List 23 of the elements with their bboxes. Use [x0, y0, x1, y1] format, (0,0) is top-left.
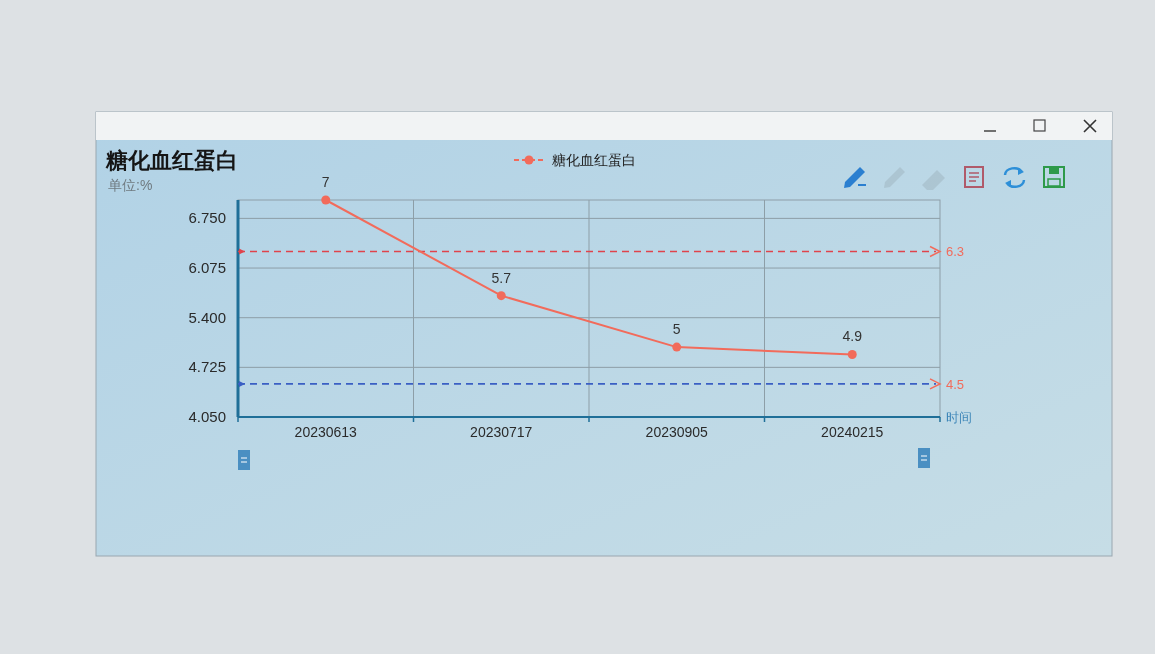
legend-label: 糖化血红蛋白	[552, 152, 636, 168]
y-tick-label: 5.400	[188, 308, 226, 326]
x-tick-label: 20230613	[294, 424, 358, 440]
data-label: 5	[672, 321, 681, 338]
data-label: 7	[321, 174, 330, 190]
y-tick-label: 6.750	[188, 209, 226, 227]
chart-subtitle: 单位:%	[108, 177, 153, 193]
ref-line-label: 6.3	[946, 244, 965, 260]
point	[496, 291, 506, 301]
y-tick-label: 4.050	[188, 408, 226, 425]
point	[672, 342, 682, 352]
data-label: 5.7	[491, 269, 512, 286]
ref-line-label: 4.5	[946, 376, 965, 392]
y-tick-label: 4.725	[188, 358, 226, 376]
x-tick-label: 20230905	[645, 424, 709, 440]
x-tick-label: 20230717	[470, 424, 533, 440]
y-tick-label: 6.075	[188, 259, 226, 277]
chart-title: 糖化血红蛋白	[105, 148, 238, 173]
data-label: 4.9	[842, 328, 863, 345]
x-axis-title: 时间	[946, 410, 972, 425]
x-tick-label: 20240215	[821, 424, 884, 440]
point	[321, 195, 331, 205]
point	[847, 349, 857, 359]
